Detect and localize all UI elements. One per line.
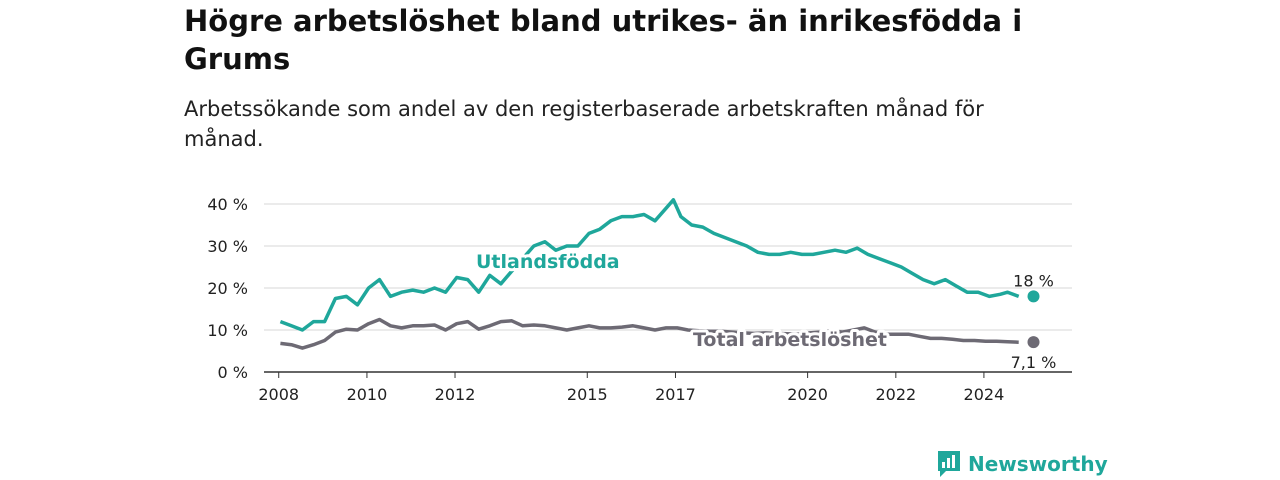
y-tick-label: 40 % bbox=[207, 195, 248, 214]
x-tick-label: 2020 bbox=[787, 385, 828, 404]
x-tick-label: 2008 bbox=[258, 385, 299, 404]
chart-title: Högre arbetslöshet bland utrikes- än inr… bbox=[184, 4, 1023, 76]
y-axis-ticks: 0 % 10 % 20 % 30 % 40 % bbox=[207, 195, 248, 382]
y-tick-label: 30 % bbox=[207, 237, 248, 256]
chart-subtitle: Arbetssökande som andel av den registerb… bbox=[184, 97, 984, 151]
brand-logo[interactable]: Newsworthy bbox=[936, 448, 1108, 480]
x-axis-ticks: 2008 2010 2012 2015 2017 2020 2022 2024 bbox=[258, 372, 1004, 404]
newsworthy-logo-icon bbox=[938, 451, 960, 477]
series-end-point bbox=[1027, 290, 1040, 303]
series-line-utlandsfodda bbox=[279, 198, 1020, 332]
series-group bbox=[279, 198, 1040, 350]
y-tick-label: 20 % bbox=[207, 279, 248, 298]
brand-label: Newsworthy bbox=[968, 452, 1108, 476]
x-tick-label: 2010 bbox=[347, 385, 388, 404]
x-tick-label: 2017 bbox=[655, 385, 696, 404]
x-tick-label: 2015 bbox=[567, 385, 608, 404]
series-end-label: 18 % bbox=[1013, 271, 1054, 290]
y-tick-label: 10 % bbox=[207, 321, 248, 340]
series-line-total bbox=[280, 317, 1019, 350]
series-name-label: Total arbetslöshet bbox=[693, 329, 887, 351]
x-tick-label: 2022 bbox=[875, 385, 916, 404]
y-tick-label: 0 % bbox=[218, 363, 248, 382]
series-labels: 18 % 7,1 % Utlandsfödda Total arbetslöshet bbox=[473, 248, 1057, 372]
series-end-point bbox=[1027, 336, 1040, 349]
series-name-label: Utlandsfödda bbox=[476, 251, 620, 273]
x-tick-label: 2024 bbox=[964, 385, 1005, 404]
x-tick-label: 2012 bbox=[435, 385, 476, 404]
series-end-label: 7,1 % bbox=[1011, 353, 1057, 372]
